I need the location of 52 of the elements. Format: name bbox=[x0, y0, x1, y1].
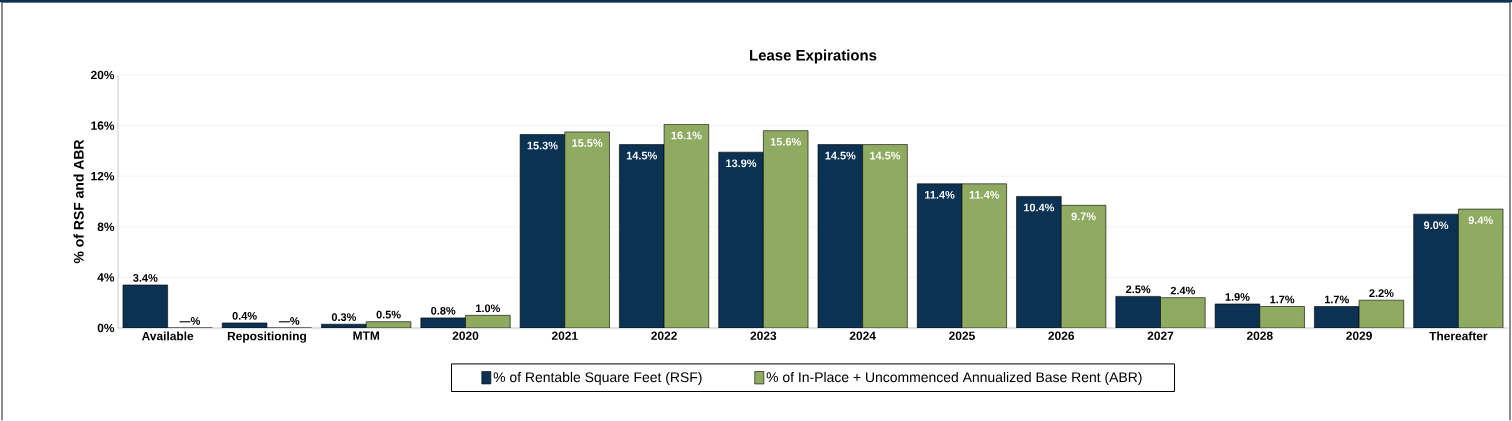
data-label: 3.4% bbox=[133, 274, 158, 282]
data-label: 15.3% bbox=[527, 141, 558, 150]
x-tick-label: 2025 bbox=[949, 331, 975, 340]
data-label: 0.5% bbox=[376, 310, 401, 319]
data-label: 9.4% bbox=[1468, 216, 1493, 225]
x-tick-label: 2029 bbox=[1346, 331, 1372, 340]
data-label: 2.2% bbox=[1369, 289, 1394, 297]
data-label: 1.7% bbox=[1324, 295, 1349, 304]
x-tick-label: 2027 bbox=[1147, 331, 1174, 340]
data-label: 13.9% bbox=[726, 159, 757, 168]
x-tick-label: 2023 bbox=[750, 331, 777, 341]
x-tick-label: 2026 bbox=[1048, 331, 1075, 340]
data-label: 14.5% bbox=[825, 151, 856, 160]
legend-label: % of Rentable Square Feet (RSF) bbox=[493, 371, 702, 385]
legend-label: % of In-Place + Uncommenced Annualized Base Rent (ABR) bbox=[766, 371, 1142, 385]
x-tick-label: 2020 bbox=[452, 331, 479, 340]
y-tick-label: 16% bbox=[91, 121, 115, 130]
data-label: 1.0% bbox=[476, 304, 501, 313]
y-tick-label: 8% bbox=[97, 222, 115, 232]
data-label: 11.4% bbox=[969, 190, 1000, 199]
data-label: 0.8% bbox=[431, 306, 456, 315]
y-tick-label: 12% bbox=[91, 171, 115, 181]
x-tick-label: Repositioning bbox=[227, 331, 306, 343]
data-label: 11.4% bbox=[925, 190, 955, 199]
data-label: —% bbox=[278, 317, 300, 325]
data-label: 2.5% bbox=[1126, 285, 1151, 294]
y-axis-title: % of RSF and ABR bbox=[73, 139, 84, 264]
x-tick-label: MTM bbox=[353, 331, 380, 340]
data-label: 1.7% bbox=[1270, 295, 1295, 304]
data-label: 9.7% bbox=[1071, 212, 1096, 221]
chart-title: Lease Expirations bbox=[750, 49, 877, 64]
x-tick-label: 2028 bbox=[1246, 331, 1273, 340]
data-label: 1.9% bbox=[1225, 293, 1250, 301]
data-label: 14.5% bbox=[626, 151, 657, 160]
y-tick-label: 4% bbox=[97, 273, 115, 282]
x-tick-label: 2024 bbox=[849, 331, 876, 340]
data-label: 9.0% bbox=[1423, 221, 1449, 230]
data-label: 0.4% bbox=[232, 311, 257, 320]
data-label: 14.5% bbox=[870, 151, 901, 160]
x-tick-label: 2021 bbox=[551, 331, 578, 340]
data-label: 0.3% bbox=[331, 313, 357, 322]
data-label: —% bbox=[179, 317, 201, 325]
data-label: 15.5% bbox=[572, 139, 603, 147]
data-label: 16.1% bbox=[671, 131, 702, 140]
data-label: 10.4% bbox=[1024, 203, 1055, 212]
x-tick-label: Available bbox=[141, 331, 194, 341]
y-tick-label: 20% bbox=[90, 70, 115, 80]
data-label: 2.4% bbox=[1170, 286, 1196, 295]
data-label: 15.6% bbox=[770, 137, 801, 146]
y-tick-label: 0% bbox=[97, 323, 115, 333]
x-tick-label: Thereafter bbox=[1429, 331, 1488, 341]
x-tick-label: 2022 bbox=[651, 331, 677, 340]
